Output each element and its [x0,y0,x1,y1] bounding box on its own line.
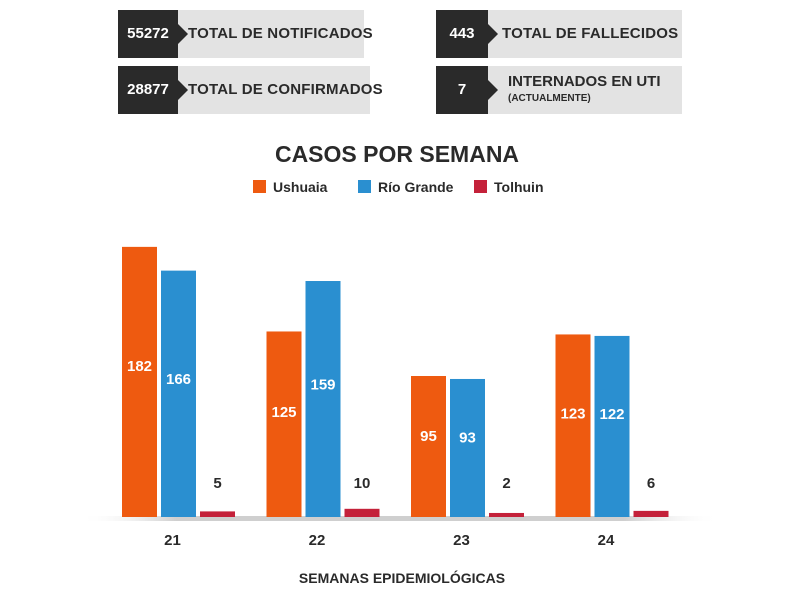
bar-ushuaia-week-22 [266,331,302,517]
stat-value: 55272 [118,10,188,58]
stat-sublabel: (ACTUALMENTE) [508,93,591,104]
legend-label-rio-grande: Río Grande [378,179,454,195]
legend-label-tolhuin: Tolhuin [494,179,544,195]
stat-total-confirmados: 28877 TOTAL DE CONFIRMADOS [118,66,383,114]
chart-baseline [80,516,720,521]
data-label-tolhuin-week-24: 6 [647,475,655,492]
bar-rio-grande-week-23 [450,378,485,517]
bar-rio-grande-week-24 [594,335,630,517]
legend-swatch-tolhuin [474,180,487,193]
bar-tolhuin-week-23 [489,512,524,517]
data-label-rio-grande-week-24: 122 [599,406,624,423]
data-label-ushuaia-week-21: 182 [127,358,152,375]
stat-internados-uti: 7 INTERNADOS EN UTI (ACTUALMENTE) [436,66,682,114]
bar-rio-grande-week-22 [305,281,341,517]
x-tick-24: 24 [598,532,615,549]
legend-swatch-rio-grande [358,180,371,193]
x-tick-23: 23 [453,532,470,549]
chart-bars: 182 166 5 125 159 10 95 93 2 123 122 6 [122,246,669,517]
bar-rio-grande-week-21 [161,270,196,517]
data-label-ushuaia-week-22: 125 [271,404,296,421]
chart-x-ticks: 21 22 23 24 [164,532,615,549]
bar-tolhuin-week-21 [200,511,235,517]
chart-legend: Ushuaia Río Grande Tolhuin [253,179,544,195]
x-axis-label: SEMANAS EPIDEMIOLÓGICAS [299,569,505,586]
stat-label: TOTAL DE CONFIRMADOS [188,81,383,98]
stat-value: 7 [436,66,498,114]
legend-swatch-ushuaia [253,180,266,193]
stat-total-fallecidos: 443 TOTAL DE FALLECIDOS [436,10,682,58]
data-label-ushuaia-week-23: 95 [420,428,437,445]
x-tick-21: 21 [164,532,181,549]
stat-total-notificados: 55272 TOTAL DE NOTIFICADOS [118,10,373,58]
stat-value: 443 [436,10,498,58]
stat-label: INTERNADOS EN UTI [508,73,661,90]
data-label-tolhuin-week-23: 2 [502,475,510,492]
bar-ushuaia-week-23 [411,376,446,517]
x-tick-22: 22 [309,532,326,549]
bar-ushuaia-week-21 [122,246,157,517]
stat-label: TOTAL DE FALLECIDOS [502,25,679,42]
data-label-rio-grande-week-23: 93 [459,429,476,446]
chart-title: CASOS POR SEMANA [275,141,519,167]
legend-label-ushuaia: Ushuaia [273,179,328,195]
data-label-ushuaia-week-24: 123 [560,405,585,422]
bar-ushuaia-week-24 [555,334,591,517]
data-label-tolhuin-week-21: 5 [213,475,221,492]
stat-value: 28877 [118,66,188,114]
bar-tolhuin-week-24 [633,510,669,517]
data-label-tolhuin-week-22: 10 [354,475,371,492]
data-label-rio-grande-week-22: 159 [310,377,335,394]
bar-tolhuin-week-22 [344,508,380,517]
data-label-rio-grande-week-21: 166 [166,371,191,388]
stat-label: TOTAL DE NOTIFICADOS [188,25,373,42]
